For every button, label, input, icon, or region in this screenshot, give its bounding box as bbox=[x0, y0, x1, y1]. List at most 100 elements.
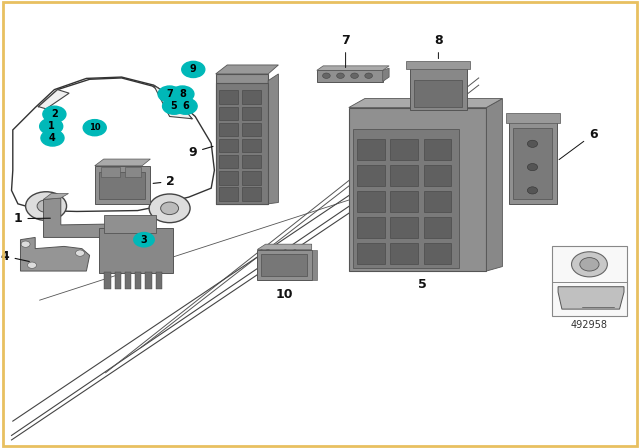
Bar bbox=[104, 272, 111, 289]
Text: 7: 7 bbox=[341, 34, 350, 68]
Polygon shape bbox=[216, 65, 278, 74]
Bar bbox=[349, 108, 486, 271]
Bar bbox=[242, 187, 261, 201]
Bar bbox=[357, 243, 385, 264]
Circle shape bbox=[26, 192, 67, 220]
Circle shape bbox=[43, 106, 66, 122]
Text: 7: 7 bbox=[166, 89, 173, 99]
Polygon shape bbox=[44, 194, 68, 199]
Text: 10: 10 bbox=[89, 123, 100, 132]
Polygon shape bbox=[558, 287, 624, 309]
Bar bbox=[357, 165, 385, 186]
Bar bbox=[513, 128, 552, 199]
Polygon shape bbox=[317, 66, 389, 70]
Circle shape bbox=[580, 258, 599, 271]
Circle shape bbox=[174, 98, 197, 114]
Text: 8: 8 bbox=[434, 34, 443, 59]
Circle shape bbox=[163, 98, 186, 114]
Circle shape bbox=[527, 187, 538, 194]
Bar bbox=[390, 217, 418, 238]
Bar bbox=[414, 80, 462, 107]
Circle shape bbox=[337, 73, 344, 78]
Circle shape bbox=[572, 252, 607, 277]
Circle shape bbox=[21, 241, 30, 247]
Bar bbox=[242, 107, 261, 120]
Bar bbox=[390, 165, 418, 186]
Text: 2: 2 bbox=[51, 109, 58, 119]
Bar bbox=[242, 123, 261, 136]
Bar bbox=[424, 139, 451, 160]
Text: 5: 5 bbox=[418, 278, 427, 291]
Polygon shape bbox=[38, 90, 69, 109]
Bar bbox=[509, 121, 557, 204]
Bar bbox=[242, 155, 261, 168]
Bar bbox=[552, 246, 627, 316]
Polygon shape bbox=[95, 159, 150, 166]
Bar bbox=[95, 166, 150, 204]
Bar bbox=[424, 165, 451, 186]
Text: 492958: 492958 bbox=[571, 320, 608, 330]
Bar bbox=[390, 139, 418, 160]
Circle shape bbox=[161, 202, 179, 215]
Circle shape bbox=[365, 73, 372, 78]
Bar bbox=[125, 167, 141, 177]
Bar bbox=[216, 83, 268, 204]
Circle shape bbox=[527, 164, 538, 171]
Bar bbox=[135, 272, 141, 289]
Polygon shape bbox=[257, 244, 312, 250]
Bar bbox=[219, 187, 238, 201]
Circle shape bbox=[83, 120, 106, 136]
Bar bbox=[390, 243, 418, 264]
Circle shape bbox=[134, 233, 154, 247]
Text: 3: 3 bbox=[141, 235, 147, 245]
Bar bbox=[125, 272, 131, 289]
Text: 4: 4 bbox=[1, 250, 29, 263]
Polygon shape bbox=[154, 85, 192, 119]
Circle shape bbox=[158, 86, 181, 102]
Text: 9: 9 bbox=[190, 65, 196, 74]
Text: 4: 4 bbox=[49, 133, 56, 143]
Bar bbox=[104, 215, 156, 233]
Bar bbox=[261, 254, 307, 276]
Text: 2: 2 bbox=[153, 175, 175, 188]
Text: 5: 5 bbox=[171, 101, 177, 111]
Polygon shape bbox=[486, 99, 502, 271]
Polygon shape bbox=[312, 250, 317, 280]
Text: 8: 8 bbox=[179, 89, 186, 99]
Polygon shape bbox=[44, 198, 125, 237]
Circle shape bbox=[351, 73, 358, 78]
Text: 10: 10 bbox=[276, 288, 294, 301]
Polygon shape bbox=[20, 237, 90, 271]
Bar bbox=[353, 129, 459, 268]
Bar bbox=[216, 74, 268, 204]
Bar bbox=[390, 191, 418, 212]
Bar bbox=[424, 243, 451, 264]
Bar bbox=[242, 139, 261, 152]
Circle shape bbox=[40, 118, 63, 134]
Text: 1: 1 bbox=[48, 121, 54, 131]
Text: 1: 1 bbox=[13, 212, 51, 225]
Bar bbox=[219, 155, 238, 168]
Circle shape bbox=[527, 140, 538, 147]
Bar bbox=[357, 217, 385, 238]
Bar bbox=[101, 167, 120, 177]
Bar bbox=[115, 272, 121, 289]
Bar bbox=[219, 139, 238, 152]
Bar bbox=[242, 90, 261, 104]
Circle shape bbox=[41, 130, 64, 146]
Bar bbox=[257, 250, 312, 280]
Bar bbox=[219, 107, 238, 120]
Bar bbox=[219, 123, 238, 136]
Circle shape bbox=[28, 262, 36, 268]
Bar bbox=[410, 67, 467, 110]
Bar bbox=[99, 228, 173, 273]
Bar bbox=[99, 172, 145, 199]
Bar bbox=[406, 61, 470, 69]
Bar bbox=[242, 171, 261, 185]
Bar bbox=[357, 139, 385, 160]
Bar bbox=[145, 272, 152, 289]
Polygon shape bbox=[12, 77, 214, 211]
Bar bbox=[156, 272, 162, 289]
Text: 6: 6 bbox=[559, 128, 597, 159]
Bar bbox=[506, 113, 560, 123]
